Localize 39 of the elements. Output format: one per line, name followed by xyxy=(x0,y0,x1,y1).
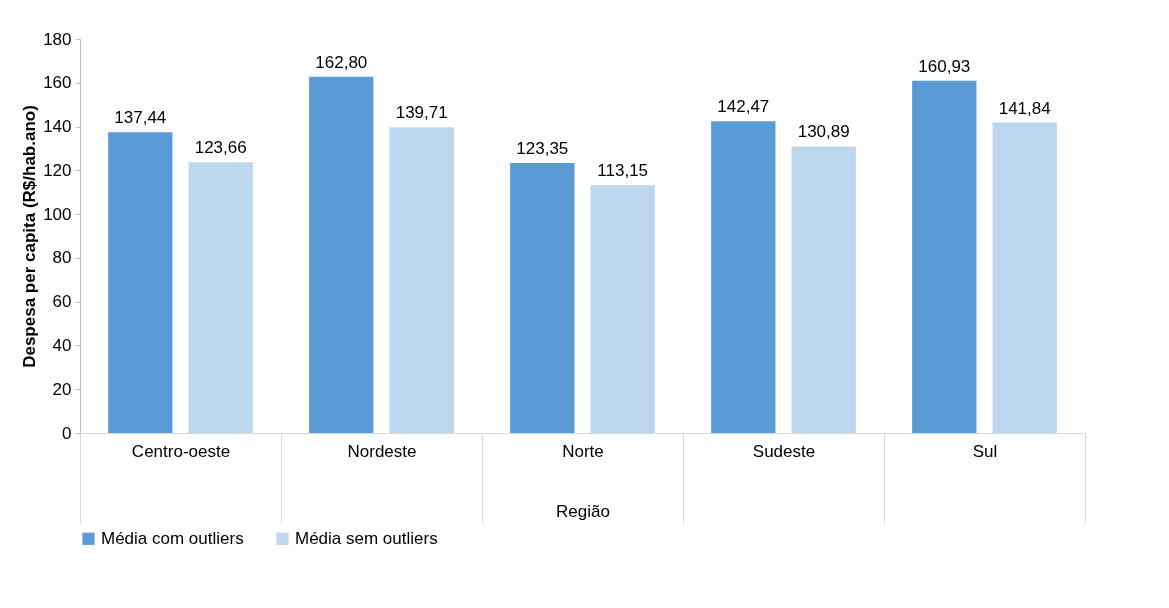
data-label: 162,80 xyxy=(315,52,368,72)
data-label: 137,44 xyxy=(114,108,167,128)
bar xyxy=(590,185,655,433)
x-tick-label: Nordeste xyxy=(347,441,417,461)
y-tick-label: 80 xyxy=(52,248,72,268)
x-tick-label: Sul xyxy=(972,441,998,461)
data-label: 123,35 xyxy=(516,139,569,158)
legend-label: Média com outliers xyxy=(101,528,244,548)
x-tick-label: Sudeste xyxy=(752,441,816,461)
bar xyxy=(309,76,374,433)
y-tick-label: 100 xyxy=(43,204,72,224)
y-tick-label: 180 xyxy=(43,29,72,49)
bar xyxy=(108,132,173,433)
bar xyxy=(992,122,1057,433)
bar xyxy=(389,127,454,433)
y-tick-label: 20 xyxy=(52,379,72,399)
bar xyxy=(188,162,253,433)
data-label: 113,15 xyxy=(597,161,649,181)
y-tick-label: 40 xyxy=(52,335,72,355)
data-label: 160,93 xyxy=(918,56,971,76)
bar xyxy=(510,163,575,433)
bar xyxy=(791,146,856,433)
y-tick-label: 60 xyxy=(52,292,72,312)
y-tick-label: 140 xyxy=(43,117,72,137)
x-axis-title: Região xyxy=(556,502,610,521)
data-label: 141,84 xyxy=(998,98,1051,118)
x-tick-label: Norte xyxy=(562,441,604,461)
y-axis-title: Despesa per capita (R$/hab.ano) xyxy=(20,105,40,368)
data-label: 130,89 xyxy=(797,122,850,142)
data-label: 123,66 xyxy=(194,138,247,158)
y-tick-label: 0 xyxy=(62,423,72,443)
x-tick-label: Centro-oeste xyxy=(131,441,231,461)
bar xyxy=(711,121,776,433)
y-tick-label: 160 xyxy=(43,73,72,93)
data-label: 142,47 xyxy=(717,97,770,117)
y-tick-label: 120 xyxy=(43,160,72,180)
data-label: 139,71 xyxy=(395,103,448,123)
bar xyxy=(912,80,977,433)
legend-label: Média sem outliers xyxy=(295,528,438,548)
